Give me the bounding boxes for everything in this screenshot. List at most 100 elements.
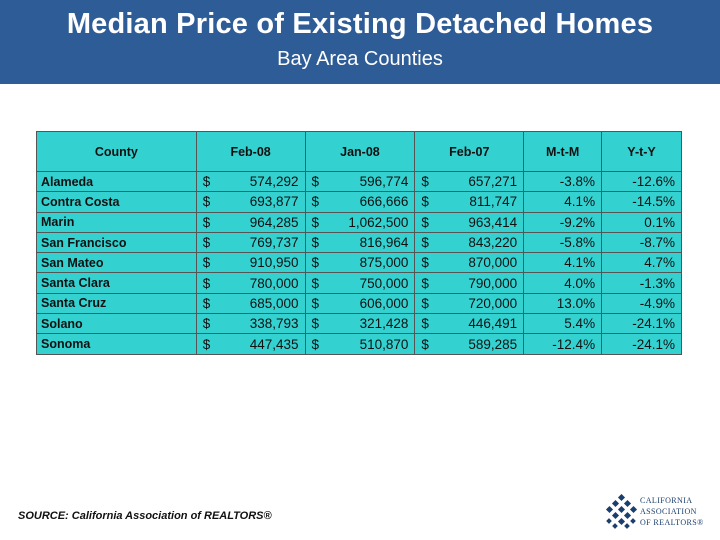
- price-value: 596,774: [359, 174, 409, 190]
- price-cell-feb07: $870,000: [414, 252, 525, 274]
- source-note: SOURCE: California Association of REALTO…: [18, 510, 272, 522]
- currency-symbol: $: [311, 295, 320, 311]
- table-row: Alameda $574,292 $596,774 $657,271 -3.8% -12.…: [36, 170, 682, 193]
- price-cell-feb07: $843,220: [414, 231, 525, 254]
- price-value: 666,666: [359, 194, 409, 210]
- price-value: 910,950: [249, 255, 299, 271]
- page-title: Median Price of Existing Detached Homes: [66, 8, 654, 40]
- table-row: Santa Clara $780,000 $750,000 $790,000 4.0% -…: [36, 272, 682, 294]
- median-price-table: County Feb-08 Jan-08 Feb-07 M-t-M Y-t-Y …: [36, 131, 682, 355]
- title-banner: Median Price of Existing Detached Homes …: [0, 0, 720, 84]
- logo-line-2: ASSOCIATION: [640, 507, 697, 516]
- price-value: 338,793: [249, 316, 299, 332]
- currency-symbol: $: [311, 214, 320, 230]
- price-cell-feb08: $910,950: [195, 252, 306, 274]
- currency-symbol: $: [421, 295, 429, 311]
- logo-line-1: CALIFORNIA: [640, 496, 693, 505]
- car-logo: CALIFORNIA ASSOCIATION OF REALTORS®: [604, 492, 712, 534]
- currency-symbol: $: [421, 316, 429, 332]
- table-row: Sonoma $447,435 $510,870 $589,285 -12.4% -24.…: [36, 333, 682, 355]
- price-value: 843,220: [468, 235, 518, 251]
- column-header-jan-08: Jan-08: [304, 131, 416, 172]
- table-row: Marin $964,285 $1,062,500 $963,414 -9.2% 0.1%: [36, 211, 682, 233]
- price-cell-jan08: $510,870: [304, 333, 416, 355]
- price-value: 769,737: [249, 235, 299, 251]
- currency-symbol: $: [311, 235, 320, 251]
- county-cell: Santa Clara: [36, 272, 197, 294]
- table-row: Santa Cruz $685,000 $606,000 $720,000 13.0% -…: [36, 292, 682, 315]
- price-cell-feb08: $447,435: [195, 333, 306, 355]
- change-cell-yty: -24.1%: [601, 313, 682, 335]
- county-cell: Santa Cruz: [36, 292, 197, 315]
- county-cell: Sonoma: [36, 333, 197, 355]
- price-value: 574,292: [249, 174, 299, 190]
- price-cell-feb08: $964,285: [195, 211, 306, 233]
- price-cell-feb07: $657,271: [414, 170, 525, 193]
- currency-symbol: $: [421, 214, 429, 230]
- price-value: 657,271: [468, 174, 518, 190]
- county-cell: San Francisco: [36, 231, 197, 254]
- currency-symbol: $: [311, 194, 320, 210]
- price-cell-feb08: $574,292: [195, 170, 306, 193]
- column-header-mtm: M-t-M: [523, 131, 603, 172]
- car-logo-text: CALIFORNIA ASSOCIATION OF REALTORS®: [640, 495, 712, 528]
- change-cell-yty: -12.6%: [601, 170, 682, 193]
- change-cell-mtm: -3.8%: [523, 170, 603, 193]
- column-header-county: County: [36, 131, 197, 172]
- currency-symbol: $: [421, 275, 429, 291]
- county-cell: Alameda: [36, 170, 197, 193]
- price-value: 790,000: [468, 275, 518, 291]
- change-cell-yty: -24.1%: [601, 333, 682, 355]
- change-cell-mtm: 13.0%: [523, 292, 603, 315]
- currency-symbol: $: [421, 336, 429, 352]
- currency-symbol: $: [311, 336, 320, 352]
- price-value: 964,285: [249, 214, 299, 230]
- price-value: 780,000: [249, 275, 299, 291]
- price-value: 606,000: [359, 295, 409, 311]
- column-header-yty: Y-t-Y: [601, 131, 682, 172]
- currency-symbol: $: [311, 275, 320, 291]
- price-cell-jan08: $321,428: [304, 313, 416, 335]
- price-value: 447,435: [249, 336, 299, 352]
- price-cell-feb08: $685,000: [195, 292, 306, 315]
- change-cell-mtm: -12.4%: [523, 333, 603, 355]
- price-value: 693,877: [249, 194, 299, 210]
- currency-symbol: $: [202, 336, 211, 352]
- currency-symbol: $: [202, 316, 211, 332]
- logo-line-3: OF REALTORS®: [640, 518, 704, 527]
- currency-symbol: $: [202, 295, 211, 311]
- currency-symbol: $: [202, 235, 211, 251]
- price-value: 685,000: [249, 295, 299, 311]
- county-cell: San Mateo: [36, 252, 197, 274]
- change-cell-yty: -8.7%: [601, 231, 682, 254]
- price-value: 1,062,500: [348, 214, 409, 230]
- table-row: San Francisco $769,737 $816,964 $843,220 -5.…: [36, 231, 682, 254]
- price-cell-feb07: $589,285: [414, 333, 525, 355]
- table-row: Contra Costa $693,877 $666,666 $811,747 4.1%…: [36, 191, 682, 213]
- price-cell-jan08: $1,062,500: [304, 211, 416, 233]
- table-row: Solano $338,793 $321,428 $446,491 5.4% -24.1%: [36, 313, 682, 335]
- price-cell-jan08: $875,000: [304, 252, 416, 274]
- price-cell-feb08: $693,877: [195, 191, 306, 213]
- table-header-row: County Feb-08 Jan-08 Feb-07 M-t-M Y-t-Y: [36, 131, 682, 172]
- price-value: 870,000: [468, 255, 518, 271]
- price-value: 510,870: [359, 336, 409, 352]
- change-cell-mtm: 4.1%: [523, 191, 603, 213]
- price-value: 875,000: [359, 255, 409, 271]
- price-cell-feb07: $963,414: [414, 211, 525, 233]
- currency-symbol: $: [421, 235, 429, 251]
- currency-symbol: $: [421, 194, 429, 210]
- price-cell-feb07: $811,747: [414, 191, 525, 213]
- change-cell-yty: -14.5%: [601, 191, 682, 213]
- price-cell-feb07: $790,000: [414, 272, 525, 294]
- currency-symbol: $: [311, 316, 320, 332]
- change-cell-mtm: 5.4%: [523, 313, 603, 335]
- currency-symbol: $: [202, 174, 211, 190]
- currency-symbol: $: [202, 275, 211, 291]
- change-cell-mtm: -9.2%: [523, 211, 603, 233]
- change-cell-mtm: -5.8%: [523, 231, 603, 254]
- currency-symbol: $: [421, 255, 429, 271]
- column-header-feb-08: Feb-08: [195, 131, 306, 172]
- price-cell-feb08: $780,000: [195, 272, 306, 294]
- price-value: 750,000: [359, 275, 409, 291]
